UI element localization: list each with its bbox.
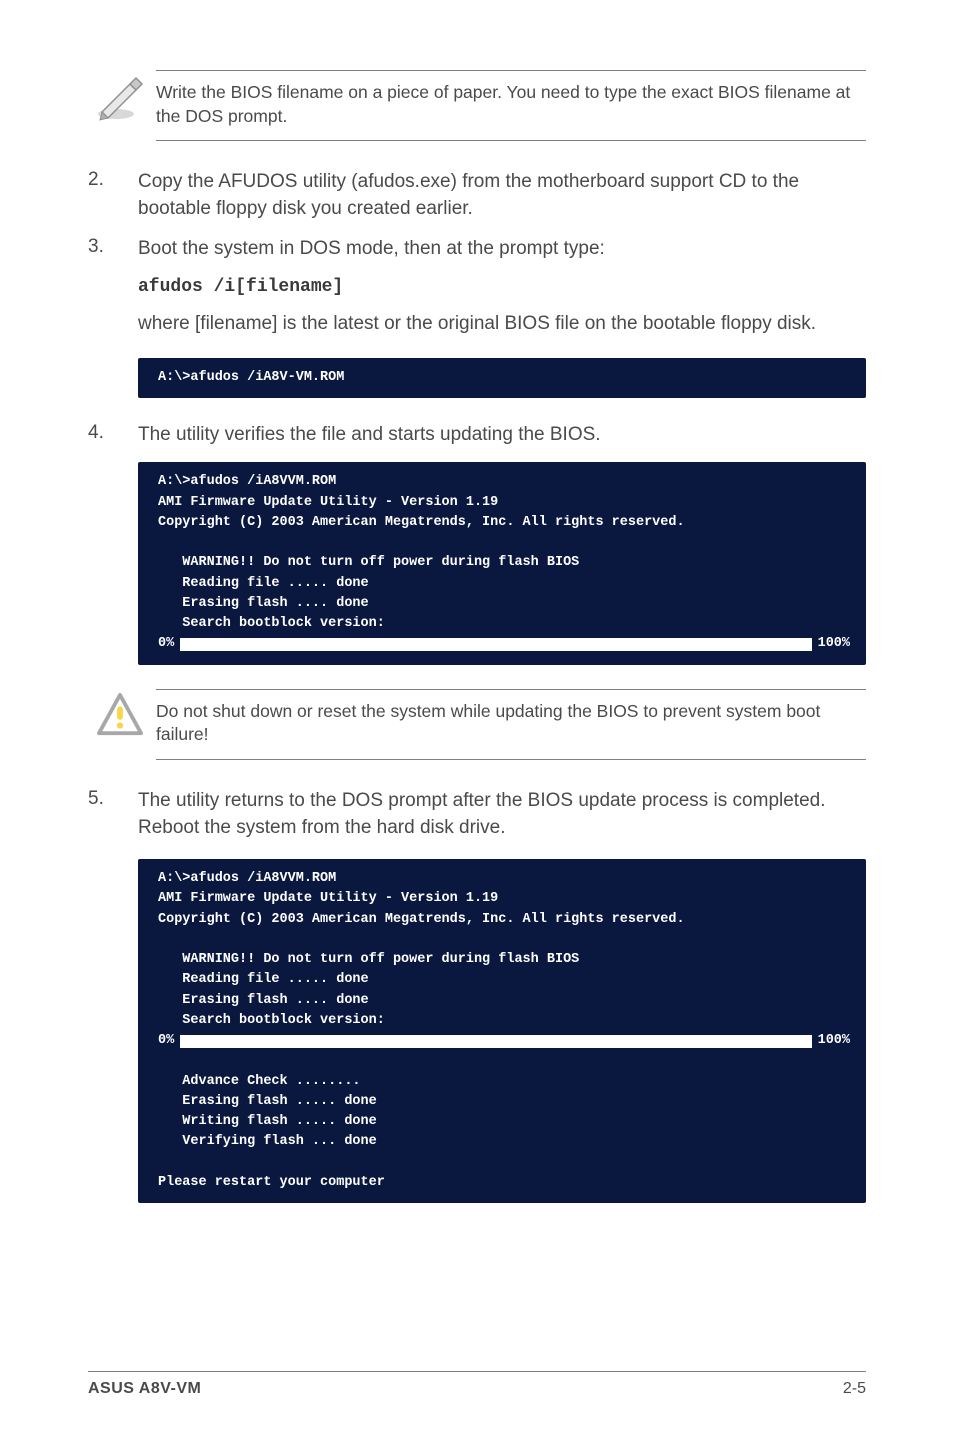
step-number: 2. — [88, 169, 138, 222]
pencil-icon — [96, 70, 156, 127]
step-text: The utility verifies the file and starts… — [138, 422, 866, 449]
terminal-line: A:\>afudos /iA8VVM.ROM — [158, 871, 336, 886]
terminal-line: Writing flash ..... done — [158, 1114, 377, 1129]
warning-text: Do not shut down or reset the system whi… — [156, 689, 866, 760]
progress-row: 0% 100% — [158, 634, 850, 654]
note-warning: Do not shut down or reset the system whi… — [96, 689, 866, 760]
progress-bar — [180, 638, 811, 651]
step-5: 5. The utility returns to the DOS prompt… — [88, 788, 866, 841]
terminal-line: Copyright (C) 2003 American Megatrends, … — [158, 912, 685, 927]
warning-icon — [96, 689, 156, 742]
step-number: 3. — [88, 236, 138, 263]
terminal-line: AMI Firmware Update Utility - Version 1.… — [158, 891, 498, 906]
step-number: 5. — [88, 788, 138, 841]
footer-product: ASUS A8V-VM — [88, 1380, 201, 1398]
terminal-output-2: A:\>afudos /iA8VVM.ROM AMI Firmware Upda… — [138, 462, 866, 664]
progress-right: 100% — [818, 634, 850, 654]
terminal-line: Reading file ..... done — [158, 576, 369, 591]
terminal-line: Reading file ..... done — [158, 972, 369, 987]
step-text: Copy the AFUDOS utility (afudos.exe) fro… — [138, 169, 866, 222]
step-text: The utility returns to the DOS prompt af… — [138, 788, 866, 841]
progress-bar — [180, 1035, 811, 1048]
terminal-line: Erasing flash .... done — [158, 993, 369, 1008]
page-footer: ASUS A8V-VM 2-5 — [88, 1371, 866, 1398]
progress-row: 0% 100% — [158, 1031, 850, 1051]
terminal-line: WARNING!! Do not turn off power during f… — [158, 555, 579, 570]
progress-left: 0% — [158, 1031, 174, 1051]
terminal-line: Copyright (C) 2003 American Megatrends, … — [158, 515, 685, 530]
step-text: Boot the system in DOS mode, then at the… — [138, 236, 866, 263]
terminal-line: A:\>afudos /iA8VVM.ROM — [158, 474, 336, 489]
terminal-line: Search bootblock version: — [158, 1013, 385, 1028]
terminal-line: AMI Firmware Update Utility - Version 1.… — [158, 495, 498, 510]
step-4: 4. The utility verifies the file and sta… — [88, 422, 866, 449]
terminal-line: Erasing flash ..... done — [158, 1094, 377, 1109]
terminal-line: Search bootblock version: — [158, 616, 385, 631]
terminal-line: Advance Check ........ — [158, 1074, 361, 1089]
where-paragraph: where [filename] is the latest or the or… — [138, 311, 866, 338]
note-text: Write the BIOS filename on a piece of pa… — [156, 70, 866, 141]
step-number: 4. — [88, 422, 138, 449]
terminal-line: Verifying flash ... done — [158, 1134, 377, 1149]
terminal-line: Erasing flash .... done — [158, 596, 369, 611]
footer-page-number: 2-5 — [843, 1380, 866, 1398]
terminal-output-1: A:\>afudos /iA8V-VM.ROM — [138, 358, 866, 398]
terminal-output-3: A:\>afudos /iA8VVM.ROM AMI Firmware Upda… — [138, 859, 866, 1203]
note-pencil: Write the BIOS filename on a piece of pa… — [96, 70, 866, 141]
step-2: 2. Copy the AFUDOS utility (afudos.exe) … — [88, 169, 866, 222]
terminal-line: WARNING!! Do not turn off power during f… — [158, 952, 579, 967]
progress-right: 100% — [818, 1031, 850, 1051]
progress-left: 0% — [158, 634, 174, 654]
step-3: 3. Boot the system in DOS mode, then at … — [88, 236, 866, 263]
terminal-line: Please restart your computer — [158, 1175, 385, 1190]
terminal-line: A:\>afudos /iA8V-VM.ROM — [158, 370, 344, 385]
command-afudos: afudos /i[filename] — [138, 277, 866, 297]
